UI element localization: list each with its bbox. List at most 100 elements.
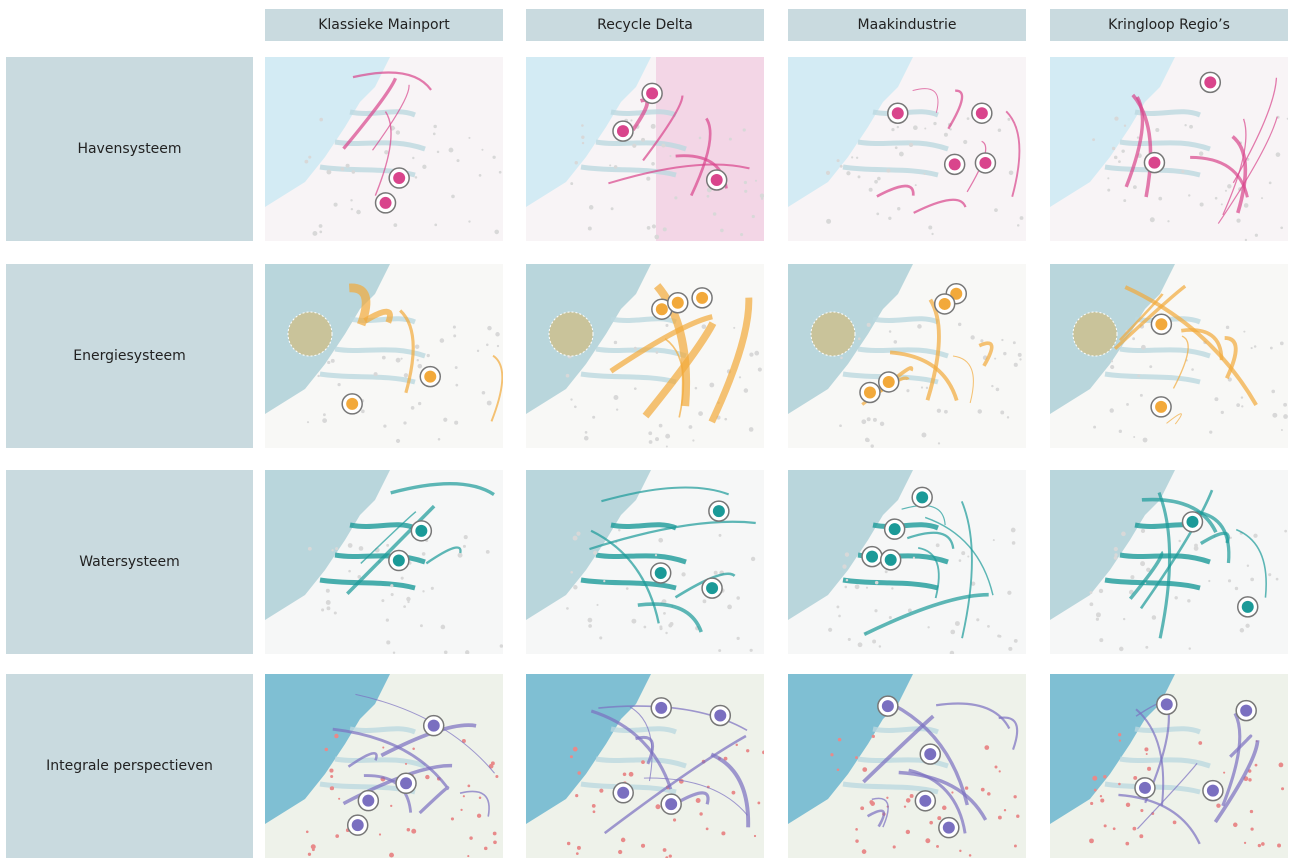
settlement: [331, 549, 334, 552]
hub: [379, 196, 392, 209]
settlement: [1188, 194, 1191, 197]
network-line: [372, 84, 410, 151]
settlement: [304, 159, 309, 164]
map-thumbnail: [788, 470, 1026, 654]
settlement: [705, 827, 709, 831]
settlement: [1137, 374, 1141, 378]
settlement: [625, 587, 629, 590]
column-header: Kringloop Regio’s: [1050, 9, 1288, 41]
hub: [888, 523, 901, 536]
settlement: [871, 734, 875, 739]
settlement: [651, 224, 656, 229]
hub: [706, 582, 719, 595]
settlement: [587, 617, 593, 623]
settlement: [1140, 528, 1146, 534]
settlement: [1261, 197, 1264, 200]
settlement: [858, 337, 861, 340]
settlement: [487, 325, 492, 331]
settlement: [655, 351, 659, 354]
settlement: [462, 544, 466, 548]
hub: [1148, 156, 1161, 169]
settlement: [837, 737, 842, 742]
hub: [400, 777, 413, 790]
settlement: [1245, 623, 1250, 628]
network-line: [603, 734, 747, 835]
settlement: [1253, 345, 1257, 348]
network-line: [708, 297, 753, 424]
settlement: [1093, 425, 1097, 429]
settlement: [937, 816, 942, 821]
row-label: Integrale perspectieven: [6, 674, 253, 858]
settlement: [658, 423, 663, 428]
settlement: [844, 552, 850, 557]
network-line: [459, 790, 490, 817]
settlement: [1098, 588, 1104, 594]
settlement: [312, 230, 318, 236]
settlement: [584, 431, 588, 434]
settlement: [1003, 809, 1007, 812]
settlement: [949, 650, 955, 654]
settlement: [404, 762, 408, 765]
network-line: [1217, 116, 1278, 224]
settlement: [319, 230, 323, 234]
settlement: [588, 624, 592, 628]
settlement: [860, 806, 865, 811]
settlement: [738, 376, 742, 379]
settlement: [575, 852, 579, 855]
settlement: [750, 556, 756, 562]
settlement: [846, 171, 851, 176]
settlement: [1223, 771, 1226, 774]
settlement: [425, 774, 430, 780]
settlement: [759, 193, 764, 199]
settlement: [358, 546, 364, 551]
settlement: [1214, 196, 1218, 200]
settlement: [923, 172, 926, 175]
settlement: [868, 187, 873, 192]
network-line: [978, 341, 994, 367]
settlement: [1268, 573, 1272, 577]
network-line: [347, 752, 378, 768]
settlement: [492, 831, 497, 836]
map-thumbnail: [788, 57, 1026, 241]
settlement: [698, 411, 703, 416]
settlement: [481, 390, 486, 395]
settlement: [855, 828, 858, 831]
settlement: [486, 343, 489, 347]
map-thumbnail: [1050, 57, 1288, 241]
settlement: [1172, 820, 1177, 825]
settlement: [694, 386, 698, 390]
settlement: [754, 179, 758, 182]
settlement: [1103, 774, 1107, 779]
settlement: [1261, 842, 1265, 846]
settlement: [1187, 599, 1191, 603]
settlement: [1012, 341, 1016, 345]
network-line: [917, 546, 940, 599]
hub: [1240, 704, 1253, 717]
map-thumbnail: [788, 264, 1026, 448]
settlement: [454, 366, 458, 369]
hub: [424, 370, 437, 383]
settlement: [569, 755, 573, 759]
settlement: [658, 537, 664, 543]
settlement: [665, 323, 669, 327]
settlement: [1275, 152, 1281, 157]
settlement: [1003, 351, 1007, 356]
settlement: [742, 128, 746, 132]
settlement: [443, 417, 448, 422]
settlement: [383, 424, 387, 428]
settlement: [436, 150, 440, 154]
sea: [788, 470, 913, 620]
settlement: [468, 220, 471, 223]
network-line: [1139, 489, 1214, 610]
settlement: [492, 155, 496, 159]
network-line: [635, 736, 655, 765]
settlement: [1145, 645, 1149, 649]
settlement: [992, 539, 995, 542]
settlement: [588, 205, 594, 210]
settlement: [381, 355, 386, 360]
estuary: [580, 522, 687, 591]
settlement: [1093, 788, 1097, 792]
settlement: [576, 845, 581, 850]
settlement: [1118, 429, 1122, 433]
network-line: [348, 283, 371, 327]
